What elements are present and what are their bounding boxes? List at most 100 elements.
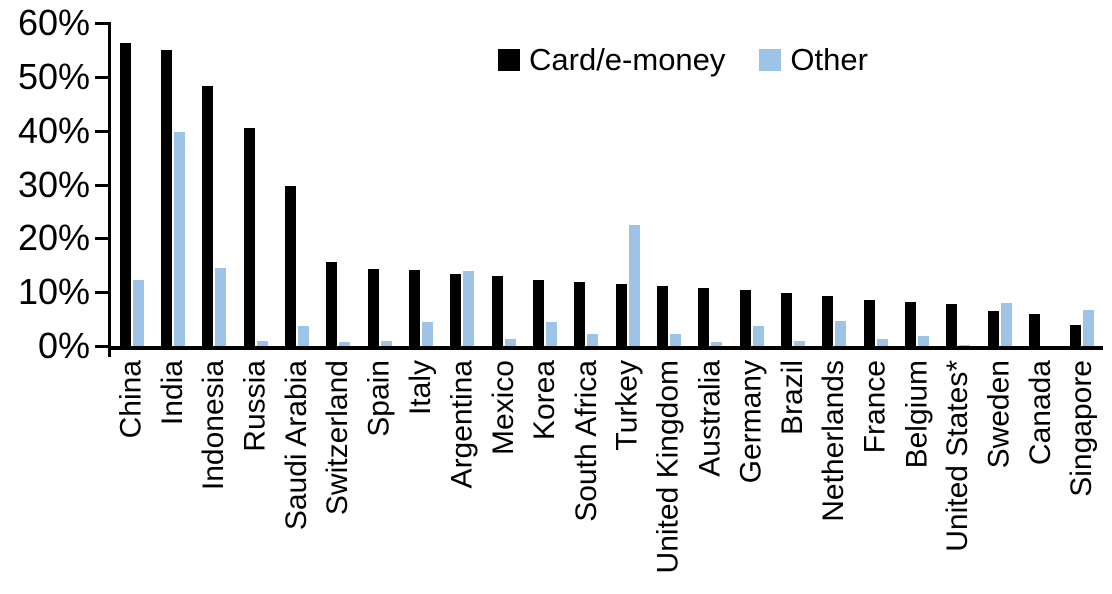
y-axis-tick-label: 60%: [17, 2, 90, 43]
bar-other-turkey: [628, 225, 640, 346]
x-axis-tick: Netherlands: [814, 358, 855, 594]
y-axis-tick-label: 50%: [17, 56, 90, 97]
x-axis-tick: China: [111, 358, 152, 594]
bar-card-e-money-singapore: [1070, 325, 1082, 346]
bar-other-france: [876, 339, 888, 346]
y-axis-tick: [95, 130, 111, 133]
x-axis-label: Turkey: [610, 360, 644, 451]
x-axis-tick: Belgium: [896, 358, 937, 594]
x-axis-label: Singapore: [1065, 360, 1099, 497]
x-axis-tick: Turkey: [607, 358, 648, 594]
bar-other-indonesia: [215, 268, 227, 346]
bar-other-singapore: [1083, 310, 1095, 346]
bar-card-e-money-belgium: [904, 302, 916, 346]
legend-item-card-emoney: Card/e-money: [498, 44, 725, 75]
bar-other-russia: [256, 341, 268, 346]
legend-swatch-card-emoney-icon: [498, 48, 520, 71]
bar-card-e-money-russia: [243, 128, 255, 346]
bar-group-switzerland: [318, 23, 359, 346]
bar-group-netherlands: [814, 23, 855, 346]
x-axis-label: India: [156, 360, 189, 426]
bar-group-australia: [690, 23, 731, 346]
bar-card-e-money-united-states-: [946, 304, 958, 346]
chart-legend: Card/e-money Other: [498, 44, 868, 75]
x-axis-tick: Sweden: [979, 358, 1020, 594]
x-axis-label: South Africa: [569, 360, 603, 522]
x-axis-label: France: [858, 360, 892, 454]
bar-group-singapore: [1062, 23, 1103, 346]
bar-group-united-states-: [938, 23, 979, 346]
y-axis-line: [108, 23, 111, 357]
bar-card-e-money-germany: [739, 290, 751, 346]
bar-other-netherlands: [835, 321, 847, 346]
bar-card-e-money-france: [863, 300, 875, 346]
bar-group-belgium: [896, 23, 937, 346]
x-axis-label: Italy: [403, 360, 437, 416]
bar-card-e-money-korea: [532, 280, 544, 346]
x-axis-line: [108, 346, 1103, 350]
bar-group-south-africa: [566, 23, 607, 346]
bar-other-south-africa: [587, 334, 599, 346]
bar-group-spain: [359, 23, 400, 346]
x-axis-label: Russia: [238, 360, 272, 452]
x-axis-tick: Korea: [524, 358, 565, 594]
x-axis-tick: Canada: [1020, 358, 1061, 594]
bar-card-e-money-india: [160, 50, 172, 346]
x-axis-label: Germany: [734, 360, 768, 484]
x-axis-tick: United States*: [938, 358, 979, 594]
x-axis-tick: Mexico: [483, 358, 524, 594]
bar-other-united-states-: [959, 345, 971, 346]
x-axis-tick: United Kingdom: [648, 358, 689, 594]
bar-other-spain: [380, 341, 392, 346]
bar-card-e-money-brazil: [780, 293, 792, 346]
x-axis-label: Australia: [693, 360, 727, 477]
x-axis-label: Canada: [1023, 360, 1057, 466]
x-axis-label: China: [114, 360, 148, 439]
bar-group-india: [152, 23, 193, 346]
bar-group-mexico: [483, 23, 524, 346]
y-axis-tick-label: 40%: [17, 110, 90, 151]
bar-other-mexico: [504, 339, 516, 346]
x-axis-tick: Brazil: [772, 358, 813, 594]
bar-other-brazil: [793, 341, 805, 346]
bar-group-saudi-arabia: [276, 23, 317, 346]
bar-card-e-money-united-kingdom: [656, 286, 668, 346]
bar-group-korea: [524, 23, 565, 346]
x-axis-tick: Germany: [731, 358, 772, 594]
bar-other-korea: [545, 322, 557, 346]
bar-other-united-kingdom: [669, 334, 681, 346]
x-axis-tick: Indonesia: [194, 358, 235, 594]
bar-card-e-money-netherlands: [822, 296, 834, 346]
bar-card-e-money-mexico: [491, 276, 503, 346]
legend-label-card-emoney: Card/e-money: [529, 42, 726, 77]
bar-card-e-money-canada: [1028, 314, 1040, 346]
y-axis-tick: [95, 291, 111, 294]
x-axis-label: United Kingdom: [651, 360, 685, 574]
legend-item-other: Other: [759, 44, 868, 75]
x-axis-label: Mexico: [486, 360, 520, 456]
y-axis-tick: [95, 345, 111, 348]
y-axis-tick: [95, 22, 111, 25]
x-axis-label: Netherlands: [817, 360, 851, 522]
bar-group-turkey: [607, 23, 648, 346]
bar-group-italy: [400, 23, 441, 346]
x-axis-label: Brazil: [775, 360, 809, 436]
x-axis-tick: Russia: [235, 358, 276, 594]
x-axis-tick: Australia: [690, 358, 731, 594]
x-axis-label: Korea: [527, 360, 561, 441]
bar-group-canada: [1020, 23, 1061, 346]
bar-other-germany: [752, 326, 764, 346]
x-axis-tick: Argentina: [442, 358, 483, 594]
bar-other-australia: [711, 342, 723, 346]
bar-group-brazil: [772, 23, 813, 346]
x-axis-label: Belgium: [899, 360, 933, 469]
bar-card-e-money-sweden: [987, 311, 999, 346]
x-axis-label: Indonesia: [197, 360, 231, 491]
x-axis-tick: Spain: [359, 358, 400, 594]
x-axis-label: Sweden: [982, 360, 1016, 469]
plot-area: [111, 23, 1103, 346]
x-axis-tick: Italy: [400, 358, 441, 594]
x-axis-label: Argentina: [445, 360, 479, 489]
bar-other-sweden: [1000, 303, 1012, 346]
bar-group-united-kingdom: [648, 23, 689, 346]
